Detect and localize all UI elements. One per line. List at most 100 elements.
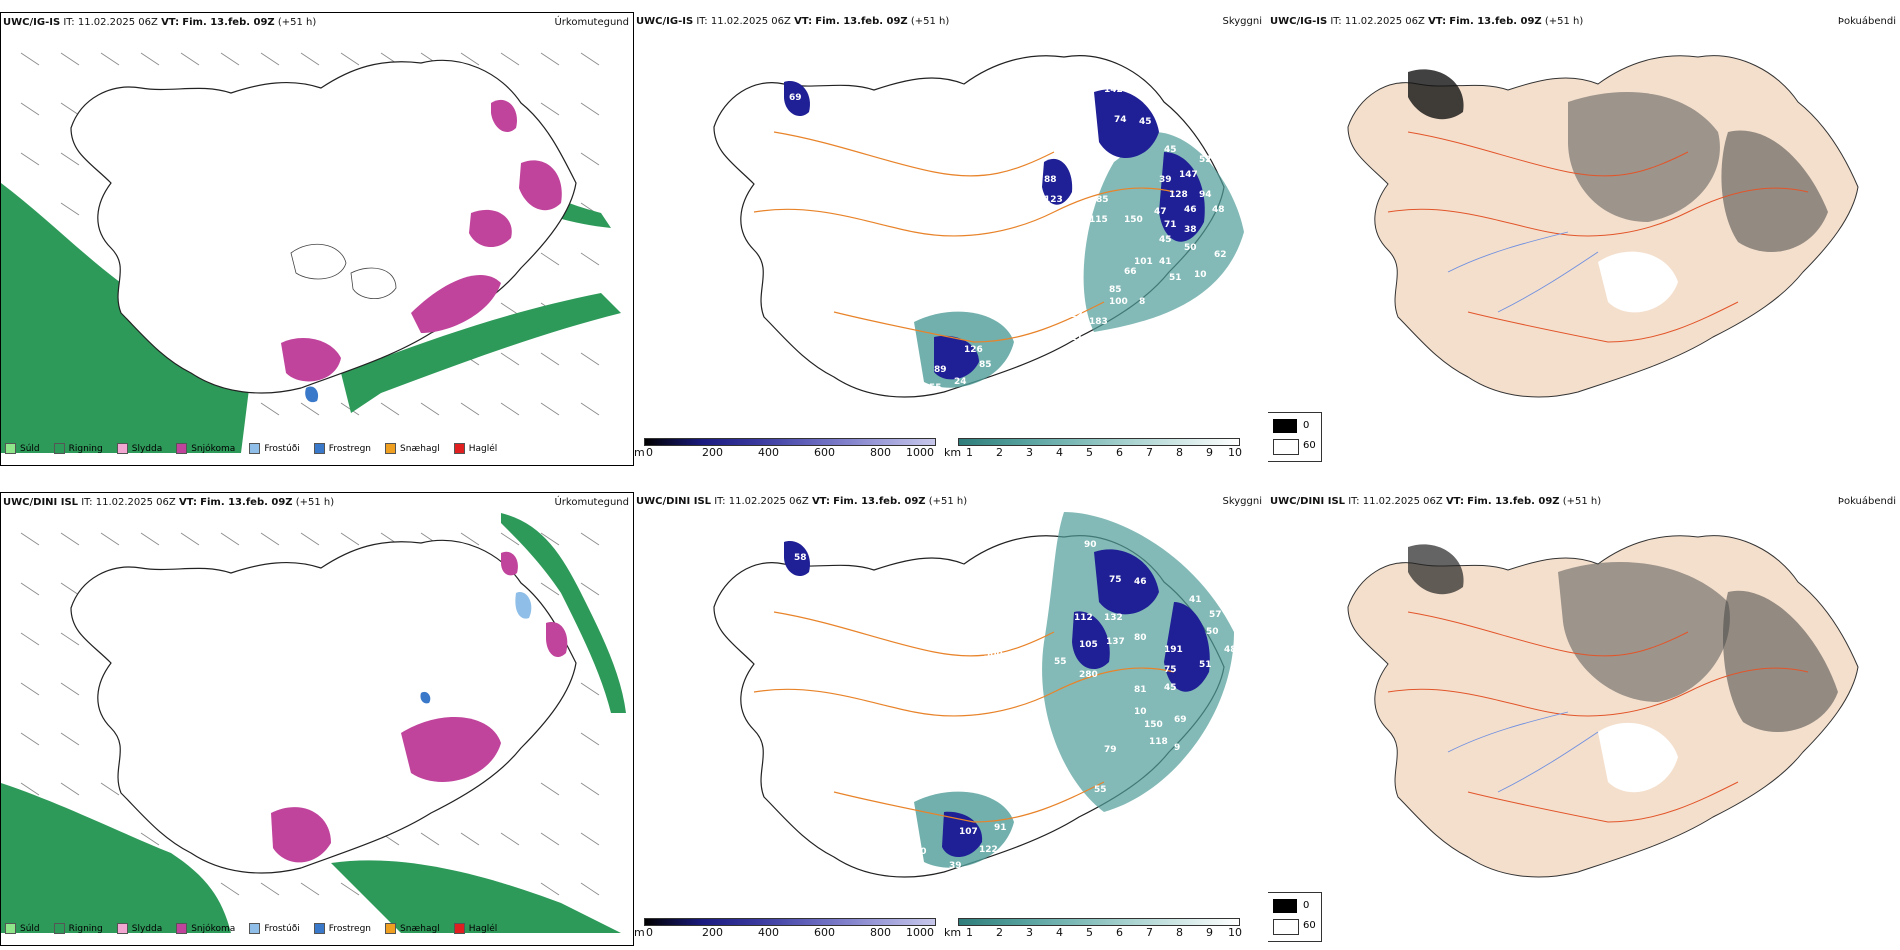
vis-value: 191 xyxy=(1164,645,1183,655)
vis-value: 75 xyxy=(1164,665,1177,675)
vis-tick: 9 xyxy=(1206,446,1213,459)
vis-value: 280 xyxy=(1079,670,1098,680)
panel-header: UWC/IG-IS IT: 11.02.2025 06Z VT: Fim. 13… xyxy=(1270,16,1583,27)
road-network xyxy=(753,611,1175,823)
legend-item: Rigning xyxy=(53,443,103,454)
fog-legend-light xyxy=(1273,439,1299,455)
model-name: UWC/IG-IS xyxy=(636,16,694,27)
legend-swatch xyxy=(313,923,325,934)
legend-label: Frostregn xyxy=(328,443,372,454)
fog-clear-area xyxy=(1598,722,1678,793)
legend-swatch xyxy=(5,443,16,454)
vis-value: 500 xyxy=(984,650,1003,660)
height-unit: m xyxy=(634,926,645,939)
vis-value: 137 xyxy=(1106,637,1125,647)
fog-dark-area-nw xyxy=(1408,544,1464,595)
legend-item: Frostregn xyxy=(313,923,372,934)
precip-type-panel-top: UWC/IG-IS IT: 11.02.2025 06Z VT: Fim. 13… xyxy=(0,12,634,466)
vis-value: 48 xyxy=(1212,205,1225,215)
legend-label: Súld xyxy=(20,923,40,934)
legend-label: Frostúði xyxy=(264,923,300,934)
vis-value: 74 xyxy=(1114,115,1127,125)
snow-area-1 xyxy=(281,338,341,382)
legend-label: Frostregn xyxy=(328,923,372,934)
vis-value: 88 xyxy=(1044,175,1057,185)
river-network xyxy=(1447,231,1599,313)
vis-value: 46 xyxy=(1134,577,1147,587)
model-name: UWC/DINI ISL xyxy=(636,496,712,507)
vis-value: 45 xyxy=(1159,235,1172,245)
fog-dark-area-1 xyxy=(1568,92,1720,222)
legend-item: Súld xyxy=(5,923,40,934)
vis-tick: 8 xyxy=(1176,446,1183,459)
vis-tick: 8 xyxy=(1176,926,1183,939)
fog-legend: 0 60 xyxy=(1268,412,1322,462)
vis-value: 111 xyxy=(1064,333,1083,343)
fog-dark-area-2 xyxy=(1721,130,1828,252)
lead-time: (+51 h) xyxy=(910,16,950,27)
legend-label: Snjókoma xyxy=(191,923,236,934)
legend-swatch xyxy=(385,923,397,934)
vis-value: 75 xyxy=(1109,575,1122,585)
iceland-coastline xyxy=(70,539,577,874)
panel-title: Úrkomutegund xyxy=(554,17,629,28)
vis-value: 24 xyxy=(954,377,967,387)
legend-label: Frostúði xyxy=(264,443,300,454)
vis-value: 101 xyxy=(1134,257,1153,267)
vis-value: 39 xyxy=(1159,175,1172,185)
vis-value: 105 xyxy=(1079,640,1098,650)
vis-value: 9 xyxy=(1174,743,1180,753)
visibility-map-bottom: 58 90 75 46 41 57 50 95 112 132 80 112 4… xyxy=(713,512,1237,887)
legend-item: Frostúði xyxy=(249,923,300,934)
run-time: IT: 11.02.2025 06Z xyxy=(81,497,176,508)
vis-value: 55 xyxy=(1054,657,1067,667)
height-tick: 600 xyxy=(814,926,835,939)
vis-value: 41 xyxy=(1159,257,1172,267)
legend-item: Haglél xyxy=(453,923,497,934)
valid-prefix: VT: xyxy=(794,16,813,27)
legend-label: Snæhagl xyxy=(400,443,440,454)
vis-teal-area-east xyxy=(1042,512,1234,812)
panel-title: Þokuábendi xyxy=(1837,496,1896,507)
legend-item: Snæhagl xyxy=(385,923,440,934)
snow-area-2 xyxy=(401,716,501,782)
vis-value: 57 xyxy=(1209,610,1222,620)
fog-legend-light-label: 60 xyxy=(1303,440,1316,451)
rain-area-sw xyxy=(1,783,231,933)
height-tick: 200 xyxy=(702,446,723,459)
vis-value: 47 xyxy=(1154,207,1167,217)
vis-value: 80 xyxy=(1134,633,1147,643)
vis-low-south xyxy=(942,811,983,858)
vis-value: 10 xyxy=(1134,707,1147,717)
height-tick: 1000 xyxy=(906,926,934,939)
legend-swatch xyxy=(53,443,65,454)
panel-header: UWC/DINI ISL IT: 11.02.2025 06Z VT: Fim.… xyxy=(1270,496,1601,507)
freezing-drizzle-spot xyxy=(515,592,532,619)
vis-value: 80 xyxy=(914,847,927,857)
legend-label: Snæhagl xyxy=(400,923,440,934)
panel-title: Úrkomutegund xyxy=(554,497,629,508)
snow-area-3 xyxy=(546,622,568,658)
vis-value: 10 xyxy=(1194,270,1207,280)
vis-value: 112 xyxy=(1004,630,1023,640)
height-tick: 200 xyxy=(702,926,723,939)
vis-low-ne xyxy=(1094,89,1159,159)
legend-item: Rigning xyxy=(53,923,103,934)
vis-value: 183 xyxy=(1089,317,1108,327)
snow-area-2 xyxy=(411,274,501,333)
valid-prefix: VT: xyxy=(161,17,180,28)
fog-index-panel-bottom: UWC/DINI ISL IT: 11.02.2025 06Z VT: Fim.… xyxy=(1268,492,1900,944)
fog-legend-dark-label: 0 xyxy=(1303,900,1310,911)
legend-swatch xyxy=(176,443,188,454)
run-time: IT: 11.02.2025 06Z xyxy=(1348,496,1443,507)
legend-label: Slydda xyxy=(131,923,163,934)
vis-value: 122 xyxy=(979,845,998,855)
vis-value: 66 xyxy=(1124,267,1137,277)
vis-value: 150 xyxy=(1144,720,1163,730)
vis-value: 100 xyxy=(1109,297,1128,307)
valid-prefix: VT: xyxy=(811,496,830,507)
precip-type-panel-bottom: UWC/DINI ISL IT: 11.02.2025 06Z VT: Fim.… xyxy=(0,492,634,946)
road-network xyxy=(1387,131,1809,343)
legend-label: Haglél xyxy=(468,443,498,454)
snow-area-4 xyxy=(501,551,518,576)
